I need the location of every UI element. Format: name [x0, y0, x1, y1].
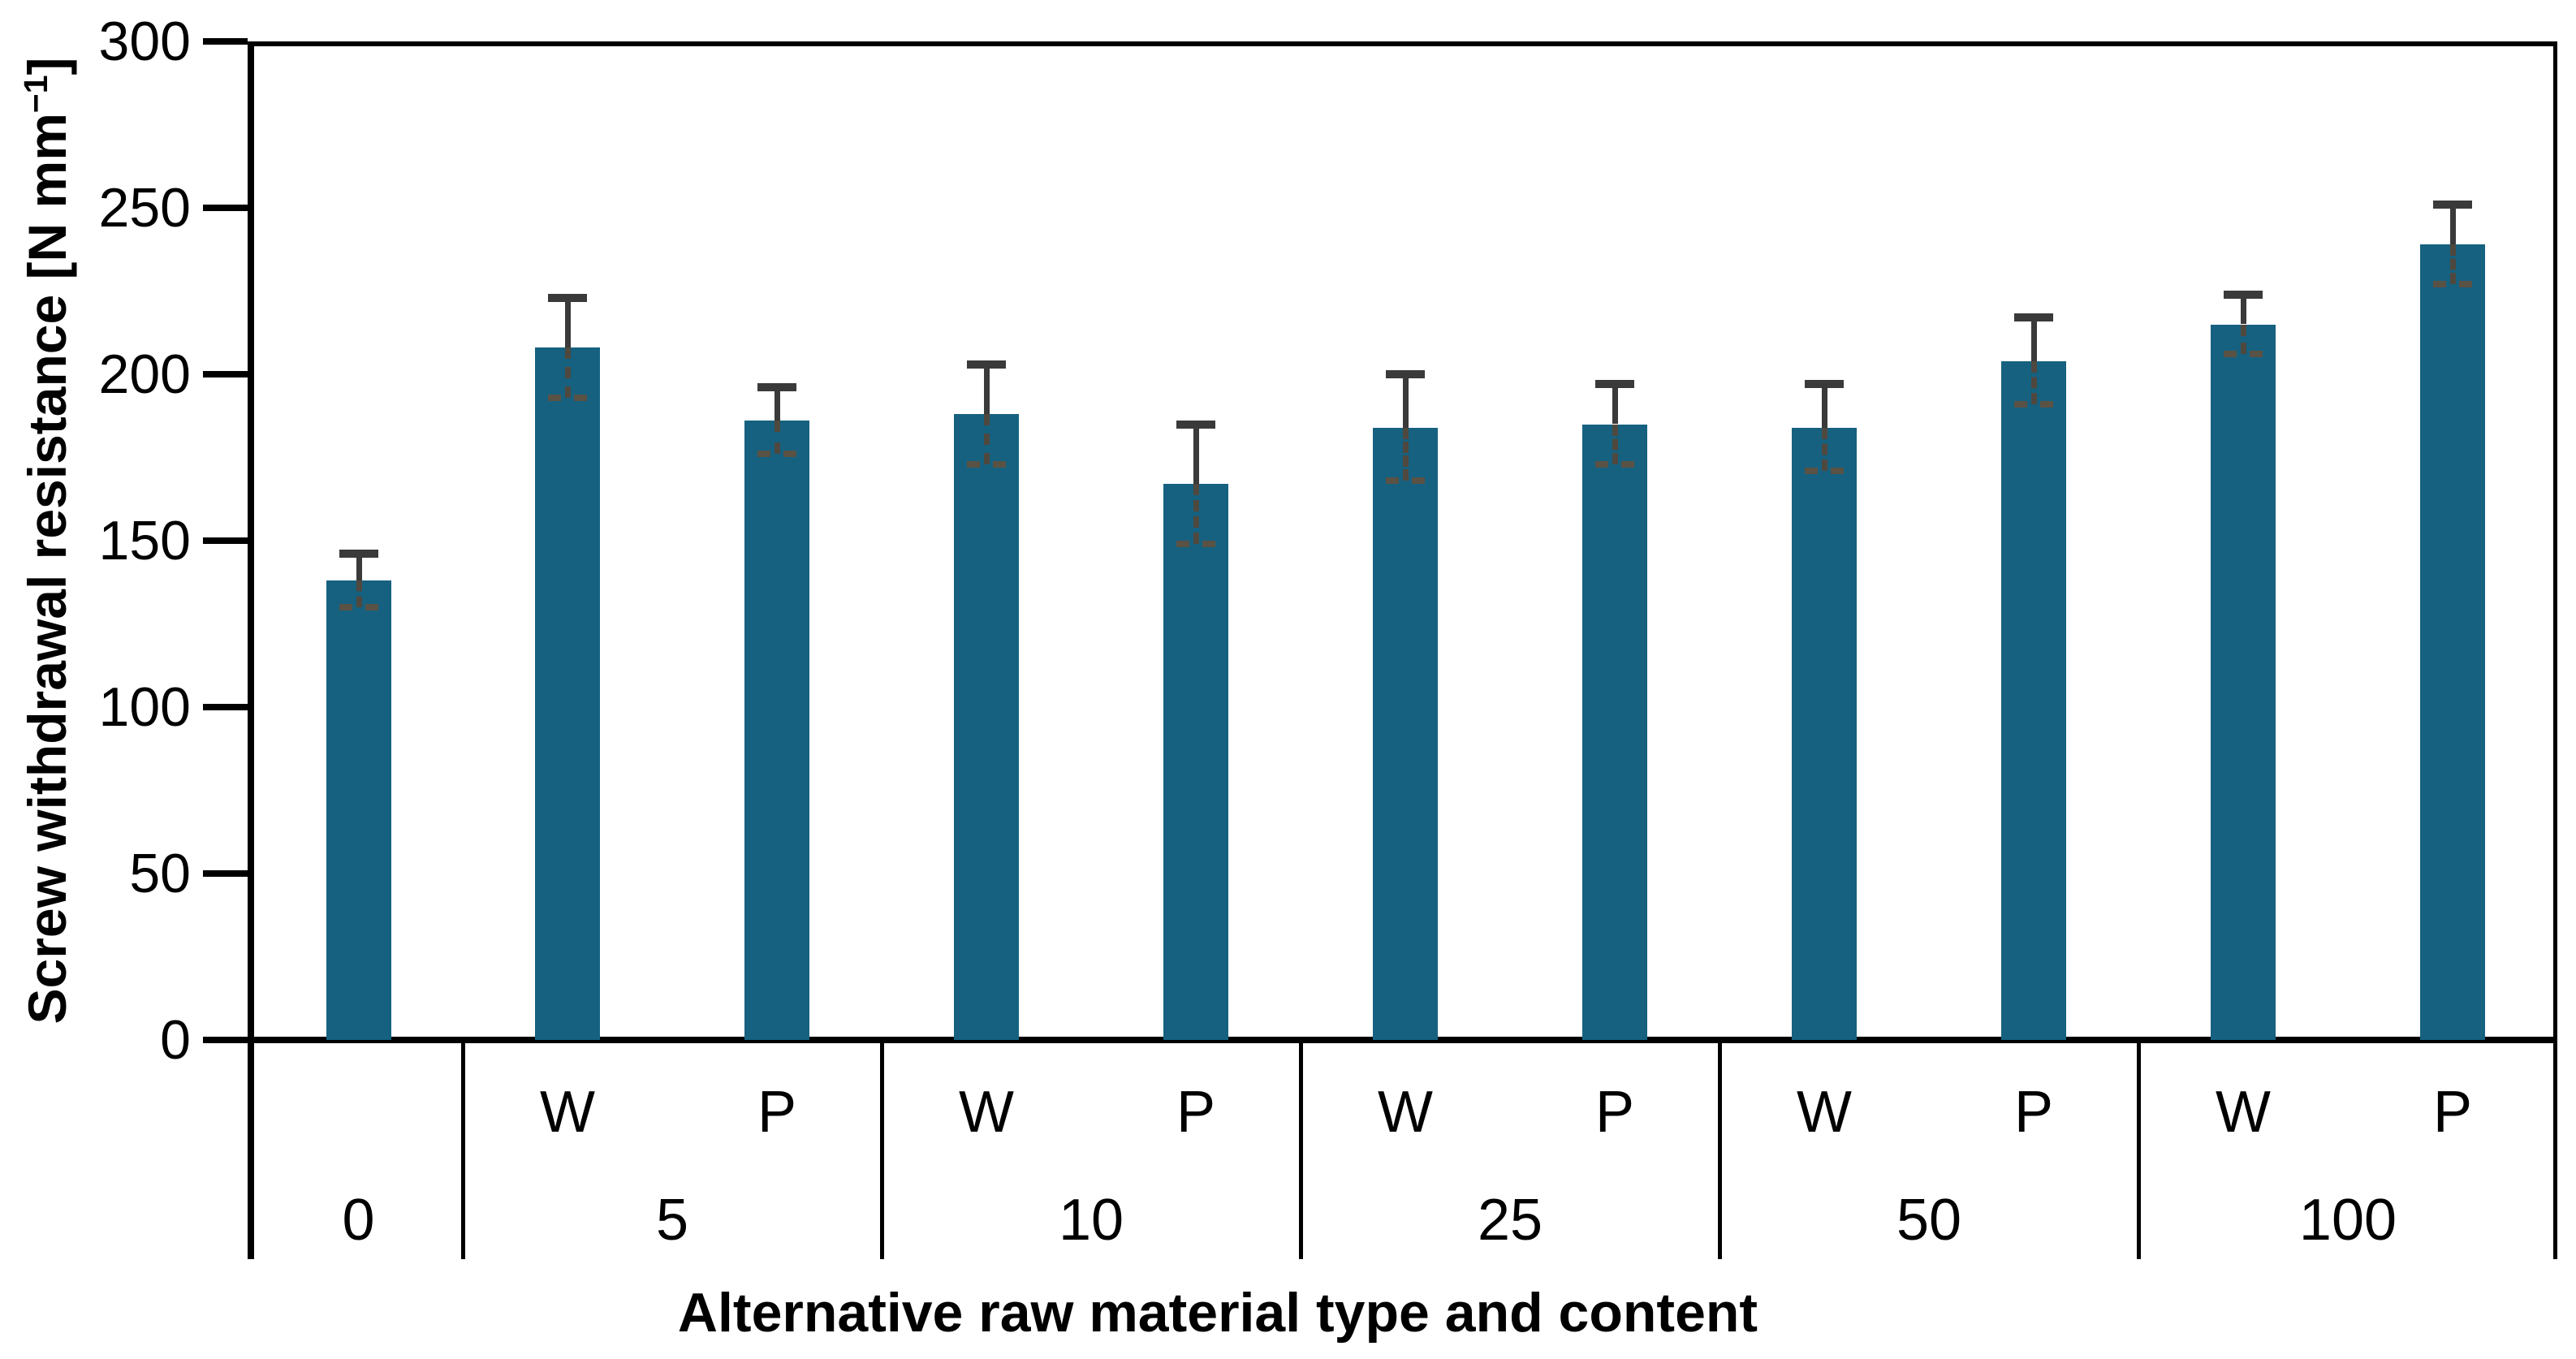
- material-type-label-50-W: W: [1797, 1080, 1852, 1145]
- content-group-label-5: 5: [655, 1188, 689, 1253]
- y-tick-label: 50: [129, 843, 191, 904]
- error-bar-top-cap: [757, 383, 796, 392]
- error-bar-lower-stem: [1822, 427, 1827, 471]
- plot-right-border: [2553, 41, 2557, 1259]
- error-bar-top-cap: [2014, 313, 2053, 322]
- y-tick-label: 0: [160, 1009, 191, 1071]
- y-tick-mark: [203, 1037, 248, 1043]
- error-bar-upper-stem: [2031, 317, 2037, 361]
- error-bar-lower-stem: [775, 421, 780, 455]
- error-bar-top-cap: [1805, 380, 1844, 389]
- error-bar-upper-stem: [1193, 424, 1199, 485]
- error-bar-upper-stem: [1612, 384, 1618, 425]
- y-tick-mark: [203, 870, 248, 877]
- group-separator-line: [880, 1040, 884, 1259]
- error-bar-lower-stem: [356, 580, 362, 607]
- content-group-label-100: 100: [2298, 1188, 2397, 1253]
- y-axis-title-superscript: −1: [17, 75, 54, 114]
- group-separator-line: [1299, 1040, 1303, 1259]
- content-group-label-0: 0: [342, 1188, 375, 1253]
- group-separator-line: [461, 1040, 465, 1259]
- error-bar-bottom-cap: [2014, 400, 2053, 408]
- error-bar-bottom-cap: [339, 604, 378, 610]
- error-bar-upper-stem: [1403, 374, 1409, 428]
- error-bar-lower-stem: [2450, 244, 2456, 285]
- error-bar-bottom-cap: [1805, 467, 1844, 474]
- y-tick-mark: [203, 38, 248, 45]
- error-bar-upper-stem: [775, 387, 780, 421]
- y-tick-mark: [203, 205, 248, 211]
- y-tick-label: 250: [98, 177, 191, 239]
- bar-25-P: [1582, 424, 1647, 1040]
- error-bar-bottom-cap: [967, 460, 1006, 468]
- error-bar-lower-stem: [565, 347, 571, 398]
- bar-0: [326, 580, 391, 1040]
- error-bar-upper-stem: [356, 554, 362, 581]
- error-bar-top-cap: [2224, 290, 2263, 299]
- y-tick-label: 300: [98, 11, 191, 72]
- material-type-label-5-W: W: [540, 1080, 595, 1145]
- error-bar-upper-stem: [565, 297, 571, 348]
- x-axis-title: Alternative raw material type and conten…: [677, 1282, 1758, 1344]
- error-bar-top-cap: [1386, 370, 1425, 378]
- error-bar-top-cap: [1176, 420, 1215, 429]
- error-bar-top-cap: [548, 293, 587, 302]
- error-bar-bottom-cap: [548, 394, 587, 401]
- material-type-label-50-P: P: [2013, 1080, 2054, 1145]
- bar-5-W: [535, 347, 600, 1040]
- y-tick-label: 200: [98, 343, 191, 405]
- x-axis-line: [248, 1037, 2557, 1043]
- error-bar-top-cap: [2433, 200, 2472, 209]
- error-bar-upper-stem: [2241, 294, 2246, 325]
- error-bar-bottom-cap: [2224, 351, 2263, 358]
- error-bar-lower-stem: [1612, 424, 1618, 464]
- error-bar-lower-stem: [2241, 324, 2246, 355]
- material-type-label-100-W: W: [2216, 1080, 2271, 1145]
- error-bar-top-cap: [1595, 380, 1634, 389]
- material-type-label-5-P: P: [757, 1080, 797, 1145]
- bar-50-W: [1792, 427, 1857, 1040]
- error-bar-top-cap: [967, 360, 1006, 369]
- y-tick-label: 100: [98, 676, 191, 738]
- material-type-label-100-P: P: [2432, 1080, 2473, 1145]
- content-group-label-25: 25: [1477, 1188, 1543, 1253]
- bar-100-W: [2211, 324, 2276, 1040]
- error-bar-upper-stem: [2450, 204, 2456, 245]
- error-bar-bottom-cap: [1176, 541, 1215, 548]
- bar-100-P: [2420, 244, 2485, 1040]
- plot-top-border: [248, 41, 2557, 46]
- error-bar-bottom-cap: [757, 451, 796, 458]
- material-type-label-25-P: P: [1594, 1080, 1635, 1145]
- y-tick-mark: [203, 537, 248, 544]
- y-tick-label: 150: [98, 510, 191, 572]
- y-axis-line: [248, 41, 254, 1259]
- error-bar-bottom-cap: [1595, 460, 1634, 468]
- content-group-label-50: 50: [1896, 1188, 1962, 1253]
- error-bar-lower-stem: [1193, 484, 1199, 545]
- error-bar-upper-stem: [984, 364, 990, 415]
- error-bar-upper-stem: [1822, 384, 1827, 428]
- error-bar-bottom-cap: [1386, 477, 1425, 485]
- content-group-label-10: 10: [1058, 1188, 1124, 1253]
- material-type-label-10-P: P: [1176, 1080, 1216, 1145]
- bar-50-P: [2001, 360, 2066, 1040]
- bar-10-W: [954, 414, 1019, 1040]
- bar-10-P: [1163, 484, 1228, 1040]
- bar-25-W: [1373, 427, 1438, 1040]
- error-bar-lower-stem: [1403, 427, 1409, 481]
- y-tick-mark: [203, 371, 248, 378]
- error-bar-lower-stem: [2031, 360, 2037, 404]
- error-bar-lower-stem: [984, 414, 990, 464]
- material-type-label-25-W: W: [1378, 1080, 1433, 1145]
- bar-5-P: [744, 421, 809, 1040]
- group-separator-line: [2137, 1040, 2141, 1259]
- error-bar-top-cap: [339, 550, 378, 559]
- y-tick-mark: [203, 704, 248, 710]
- group-separator-line: [1718, 1040, 1722, 1259]
- material-type-label-10-W: W: [959, 1080, 1014, 1145]
- error-bar-bottom-cap: [2433, 281, 2472, 288]
